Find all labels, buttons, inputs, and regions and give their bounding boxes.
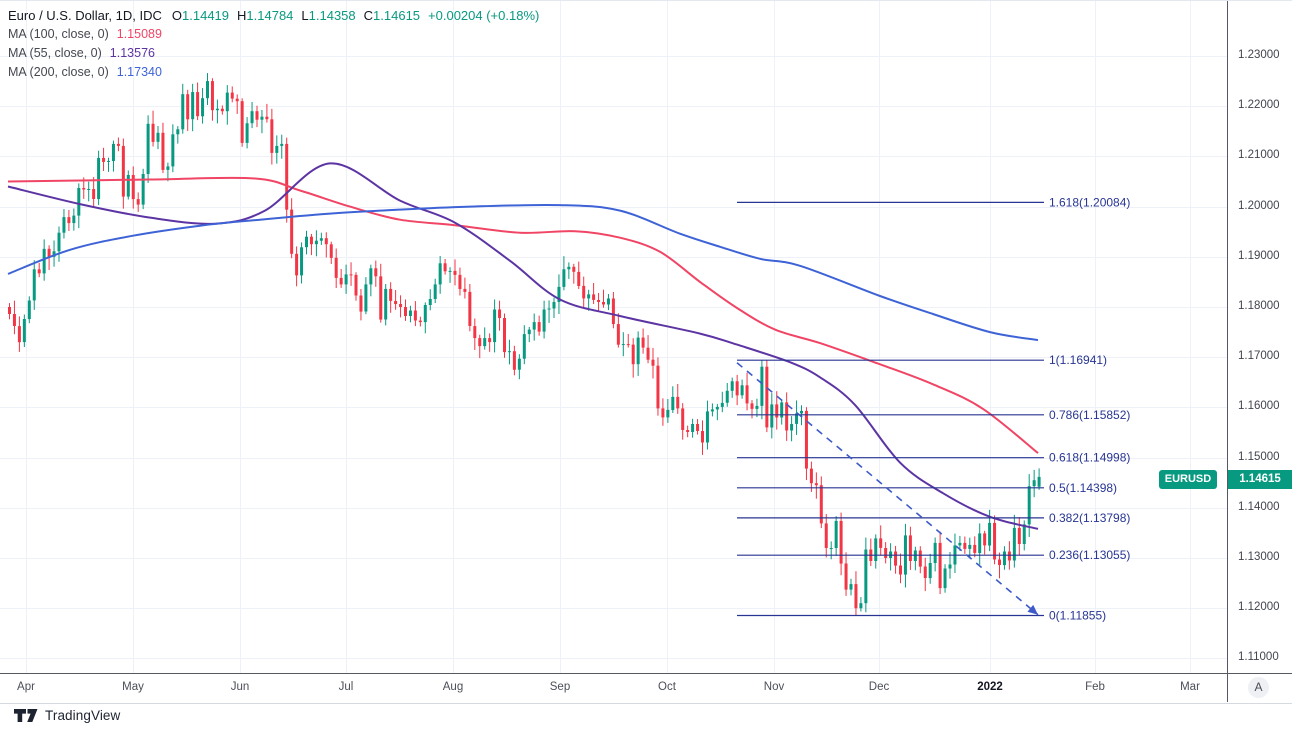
fib-level-label: 0(1.11855) bbox=[1049, 609, 1106, 623]
time-tick-label-jun: Jun bbox=[230, 681, 250, 693]
trendline-drawing[interactable] bbox=[736, 362, 1041, 618]
fib-level-label: 0.382(1.13798) bbox=[1049, 511, 1130, 525]
time-tick-label-sep: Sep bbox=[549, 681, 571, 693]
time-tick-label-jul: Jul bbox=[338, 681, 354, 693]
symbol-title: Euro / U.S. Dollar, 1D, IDC bbox=[8, 8, 162, 23]
auto-scale-button[interactable]: A bbox=[1248, 677, 1269, 698]
time-tick-label-dec: Dec bbox=[868, 681, 890, 693]
fib-level-label: 1(1.16941) bbox=[1049, 353, 1107, 367]
price-tick-label: 1.20000 bbox=[1238, 199, 1280, 212]
price-tick-label: 1.22000 bbox=[1238, 99, 1280, 112]
price-tick-label: 1.17000 bbox=[1238, 350, 1280, 363]
fib-level-label: 0.236(1.13055) bbox=[1049, 548, 1130, 562]
price-tick-label: 1.15000 bbox=[1238, 450, 1280, 463]
price-change: +0.00204 (+0.18%) bbox=[428, 8, 540, 23]
time-tick-label-may: May bbox=[122, 681, 144, 693]
fib-level-label: 0.786(1.15852) bbox=[1049, 408, 1130, 422]
price-tick-label: 1.13000 bbox=[1238, 551, 1280, 563]
price-tick-label: 1.18000 bbox=[1238, 300, 1280, 312]
price-tick-label: 1.12000 bbox=[1238, 601, 1280, 614]
time-tick-label-mar: Mar bbox=[1180, 681, 1200, 693]
fib-level-label: 0.5(1.14398) bbox=[1049, 481, 1117, 495]
price-tick-label: 1.23000 bbox=[1238, 49, 1280, 61]
brand-text: TradingView bbox=[45, 708, 121, 723]
price-tick-label: 1.16000 bbox=[1238, 400, 1280, 413]
ohlc-close: C1.14615 bbox=[363, 8, 421, 23]
time-axis[interactable]: Apr May Jun Jul Aug Sep Oct Nov Dec 2022 Feb Mar bbox=[0, 673, 1292, 704]
price-tick-label: 1.11000 bbox=[1238, 651, 1279, 664]
tradingview-logo-icon bbox=[14, 708, 38, 722]
trendline-arrowhead bbox=[1027, 604, 1038, 615]
time-tick-label-oct: Oct bbox=[658, 681, 676, 693]
price-tick-label: 1.19000 bbox=[1238, 249, 1280, 262]
legend-ma55-row[interactable]: MA (55, close, 0) 1.13576 bbox=[8, 46, 155, 60]
symbol-price-badge: EURUSD bbox=[1159, 469, 1217, 489]
legend-ma100-row[interactable]: MA (100, close, 0) 1.15089 bbox=[8, 27, 162, 41]
fib-level-label: 1.618(1.20084) bbox=[1049, 195, 1130, 209]
axis-separator bbox=[1227, 673, 1228, 702]
price-axis[interactable]: 1.23000 1.22000 1.21000 1.20000 1.19000 1.180… bbox=[1227, 1, 1292, 673]
legend-main-row[interactable]: Euro / U.S. Dollar, 1D, IDC O1.14419 H1.… bbox=[8, 8, 539, 27]
price-tick-label: 1.21000 bbox=[1238, 149, 1280, 162]
ohlc-high: H1.14784 bbox=[237, 8, 294, 23]
time-tick-label-aug: Aug bbox=[442, 681, 464, 693]
time-tick-label-2022: 2022 bbox=[977, 681, 1003, 693]
fib-level-label: 0.618(1.14998) bbox=[1049, 451, 1130, 465]
ma-line-ma100[interactable] bbox=[7, 176, 1039, 454]
time-tick-label-nov: Nov bbox=[763, 681, 785, 693]
chart-canvas[interactable]: 1.618(1.20084) 1(1.16941) 0.786(1.15852) 0.… bbox=[0, 1, 1227, 673]
fib-retracement-drawing[interactable]: 1.618(1.20084) 1(1.16941) 0.786(1.15852) 0.… bbox=[737, 195, 1130, 623]
time-tick-label-feb: Feb bbox=[1085, 681, 1105, 693]
last-price-label: 1.14615 bbox=[1228, 469, 1292, 489]
legend-ma200-row[interactable]: MA (200, close, 0) 1.17340 bbox=[8, 65, 162, 79]
time-tick-label-apr: Apr bbox=[17, 681, 35, 693]
footer-brand[interactable]: TradingView bbox=[14, 708, 120, 723]
ohlc-open: O1.14419 bbox=[171, 8, 230, 23]
ohlc-low: L1.14358 bbox=[301, 8, 356, 23]
chart-legend: Euro / U.S. Dollar, 1D, IDC O1.14419 H1.… bbox=[8, 8, 539, 84]
ma-line-ma200[interactable] bbox=[7, 203, 1039, 342]
price-tick-label: 1.14000 bbox=[1238, 500, 1280, 513]
candlestick-series bbox=[8, 73, 1041, 616]
